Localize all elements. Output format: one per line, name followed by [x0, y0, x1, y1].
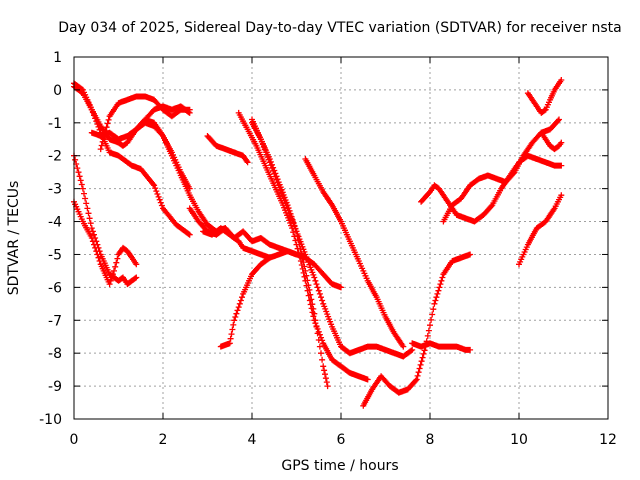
- x-tick-label: 6: [337, 432, 346, 448]
- series-track-s: [440, 116, 562, 225]
- y-tick-label: -9: [48, 379, 62, 395]
- series-markers: [249, 116, 416, 360]
- x-tick-label: 2: [159, 432, 168, 448]
- series-track-o: [302, 156, 407, 350]
- series-track-t: [516, 192, 565, 268]
- series-markers: [516, 192, 565, 268]
- y-tick-label: -7: [48, 313, 62, 329]
- y-tick-label: -1: [48, 116, 62, 132]
- x-tick-label: 4: [248, 432, 257, 448]
- series-track-n: [249, 116, 416, 360]
- data-series: [71, 77, 565, 409]
- series-markers: [360, 251, 474, 409]
- x-axis-label: GPS time / hours: [281, 458, 398, 474]
- series-markers: [440, 116, 562, 225]
- series-track-p: [360, 251, 474, 409]
- y-axis-label: SDTVAR / TECUs: [6, 181, 22, 296]
- series-track-v: [538, 129, 565, 153]
- series-markers: [200, 225, 273, 261]
- chart-title: Day 034 of 2025, Sidereal Day-to-day VTE…: [58, 20, 621, 36]
- grid-lines: [74, 57, 608, 419]
- series-markers: [204, 133, 251, 166]
- series-track-u: [524, 77, 565, 116]
- y-tick-label: -3: [48, 182, 62, 198]
- x-tick-label: 8: [426, 432, 435, 448]
- series-markers: [524, 77, 565, 116]
- y-tick-label: 0: [53, 83, 62, 99]
- axis-ticks: [73, 56, 609, 420]
- y-tick-label: 1: [53, 50, 62, 66]
- x-tick-label: 10: [510, 432, 528, 448]
- series-track-j: [204, 133, 251, 166]
- x-tick-label: 12: [599, 432, 617, 448]
- series-track-q: [409, 340, 474, 353]
- y-tick-label: -6: [48, 280, 62, 296]
- x-tick-label: 0: [70, 432, 79, 448]
- y-tick-label: -2: [48, 149, 62, 165]
- y-tick-label: -8: [48, 346, 62, 362]
- y-tick-label: -4: [48, 215, 62, 231]
- series-track-i: [200, 225, 273, 261]
- y-tick-label: -5: [48, 247, 62, 263]
- y-tick-label: -10: [39, 412, 62, 428]
- series-track-f: [97, 93, 193, 153]
- series-markers: [409, 340, 474, 353]
- series-markers: [302, 156, 407, 350]
- series-markers: [97, 93, 193, 153]
- series-markers: [538, 129, 565, 153]
